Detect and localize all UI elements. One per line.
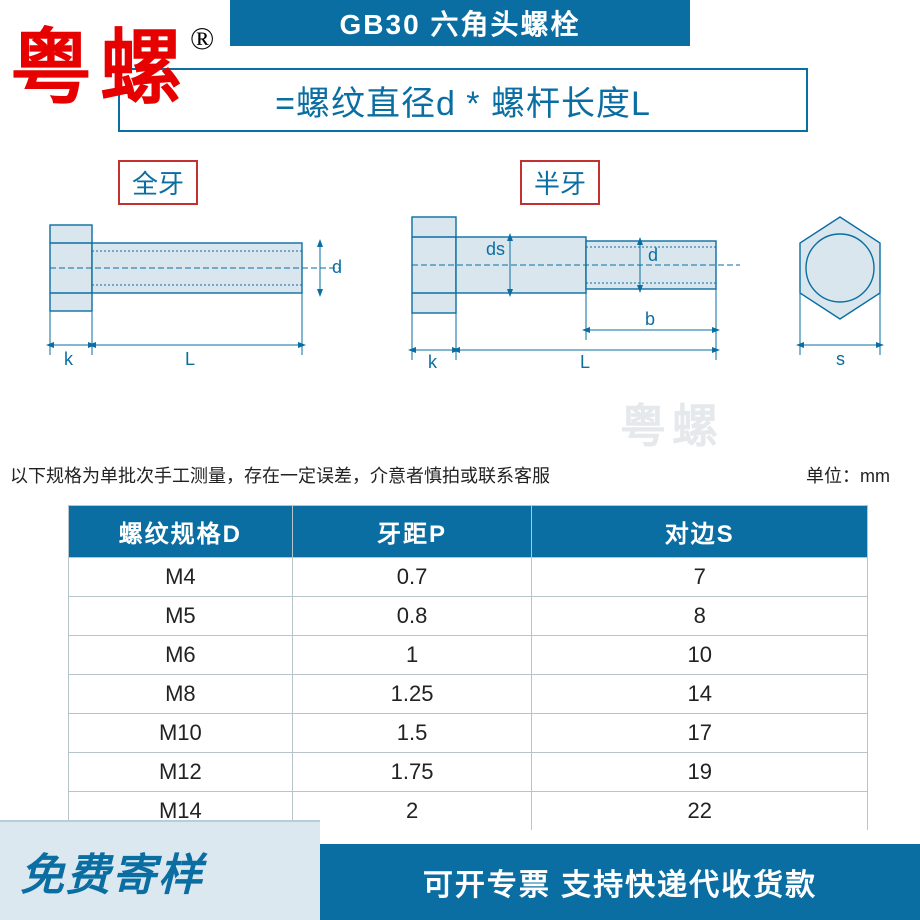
spec-table: 螺纹规格D 牙距P 对边S M40.77 M50.88 M6110 M81.25… — [68, 505, 868, 830]
bolt-diagram: d k L ds d k b L s — [0, 195, 920, 395]
dim-k1: k — [64, 349, 74, 369]
dim-b: b — [645, 309, 655, 329]
table-row: M40.77 — [69, 558, 868, 597]
th-s: 对边S — [532, 506, 868, 558]
table-row: M101.517 — [69, 714, 868, 753]
unit-label: 单位：mm — [806, 462, 890, 488]
title-bar: GB30 六角头螺栓 — [230, 0, 690, 46]
table-note: 以下规格为单批次手工测量，存在一定误差，介意者慎拍或联系客服 — [10, 462, 550, 488]
dim-d2: d — [648, 245, 658, 265]
table-row: M6110 — [69, 636, 868, 675]
dim-ds: ds — [486, 239, 505, 259]
dim-s: s — [836, 349, 845, 369]
registered-icon: ® — [190, 20, 214, 56]
brand-text: 粤螺 — [10, 23, 190, 114]
dim-L1: L — [185, 349, 195, 369]
footer-info: 可开专票 支持快递代收货款 — [320, 844, 920, 920]
th-p: 牙距P — [292, 506, 532, 558]
table-row: M81.2514 — [69, 675, 868, 714]
table-header-row: 螺纹规格D 牙距P 对边S — [69, 506, 868, 558]
watermark-gray-1: 粤螺 — [620, 390, 724, 456]
formula-text: =螺纹直径d * 螺杆长度L — [275, 76, 651, 125]
dim-d: d — [332, 257, 342, 277]
dim-L2: L — [580, 352, 590, 372]
brand-watermark: 粤螺® — [10, 28, 214, 110]
title-text: GB30 六角头螺栓 — [340, 3, 581, 43]
dim-k2: k — [428, 352, 438, 372]
th-d: 螺纹规格D — [69, 506, 293, 558]
footer-free-sample: 免费寄样 — [0, 820, 320, 920]
formula-box: =螺纹直径d * 螺杆长度L — [118, 68, 808, 132]
table-row: M121.7519 — [69, 753, 868, 792]
table-row: M50.88 — [69, 597, 868, 636]
